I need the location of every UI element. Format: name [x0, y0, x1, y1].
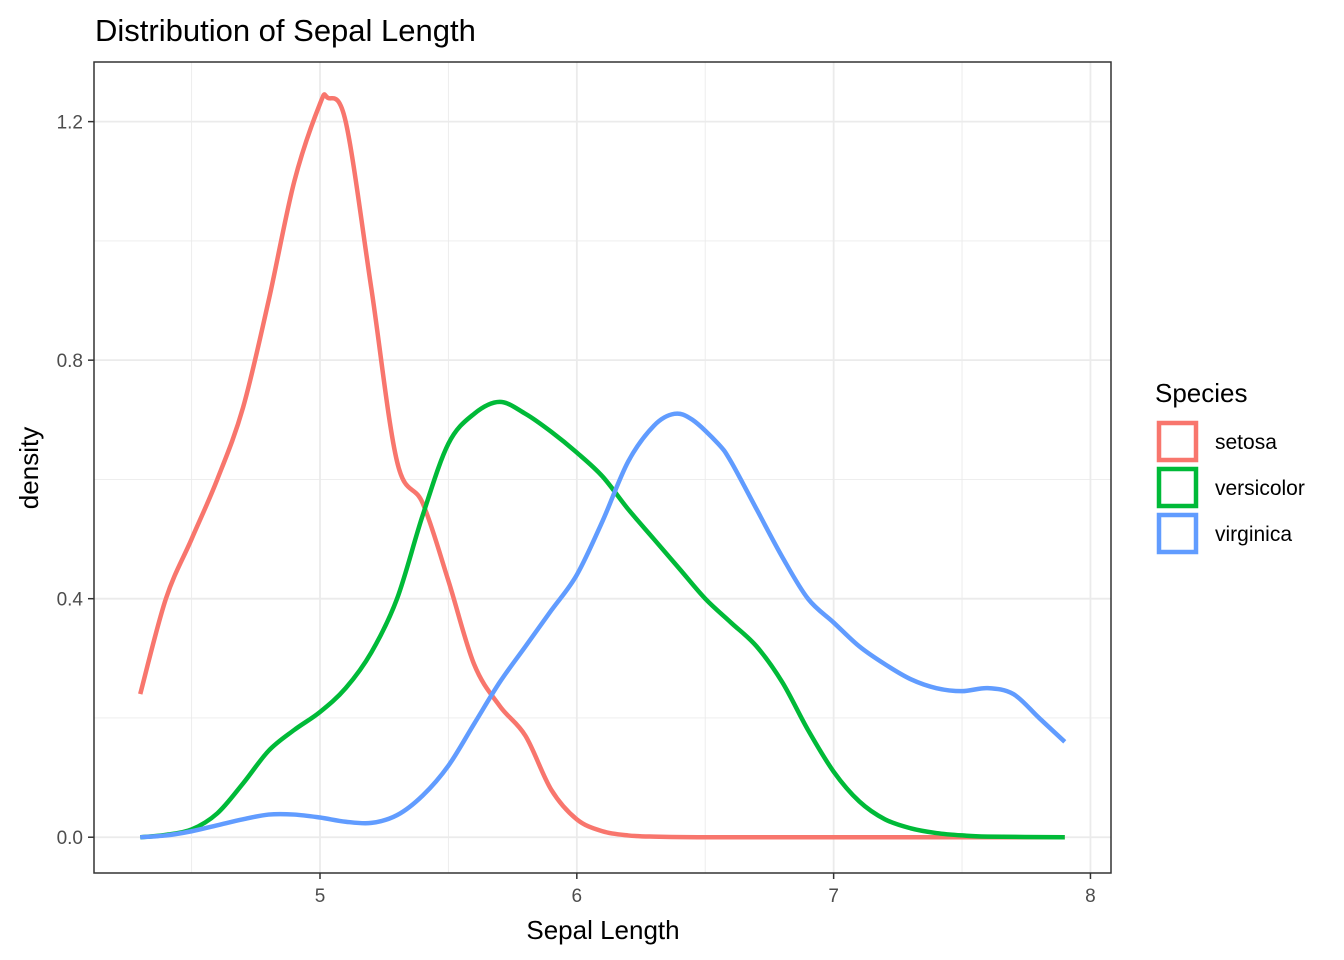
legend-key-virginica — [1156, 512, 1199, 555]
x-tick-label: 8 — [1085, 886, 1096, 907]
plot-panel-border — [93, 61, 1112, 874]
series-line-setosa — [138, 92, 1065, 840]
y-tick-label: 0.4 — [57, 590, 84, 611]
legend-key-setosa — [1156, 420, 1199, 463]
chart-title: Distribution of Sepal Length — [95, 13, 476, 48]
legend-label-versicolor: versicolor — [1215, 477, 1305, 500]
x-axis-title: Sepal Length — [526, 915, 679, 945]
y-axis: 0.0 0.4 0.8 1.2 — [57, 113, 94, 849]
legend-label-setosa: setosa — [1215, 431, 1277, 454]
series-line-virginica — [140, 411, 1067, 840]
legend: Species setosa versicolor virginica — [1155, 378, 1305, 555]
legend-label-virginica: virginica — [1215, 523, 1292, 546]
x-tick-label: 6 — [572, 886, 583, 907]
major-gridlines — [94, 62, 1111, 873]
y-axis-title: density — [14, 427, 44, 509]
series-line-versicolor — [140, 399, 1065, 840]
legend-items: setosa versicolor virginica — [1156, 420, 1305, 555]
y-tick-label: 0.8 — [57, 351, 83, 372]
legend-key-versicolor — [1156, 466, 1199, 509]
y-tick-label: 0.0 — [57, 828, 83, 849]
x-tick-label: 7 — [828, 886, 839, 907]
y-tick-label: 1.2 — [57, 113, 83, 134]
series-layer — [138, 92, 1067, 840]
x-tick-label: 5 — [315, 886, 326, 907]
legend-title: Species — [1155, 378, 1248, 408]
x-axis: 5 6 7 8 — [315, 873, 1096, 907]
